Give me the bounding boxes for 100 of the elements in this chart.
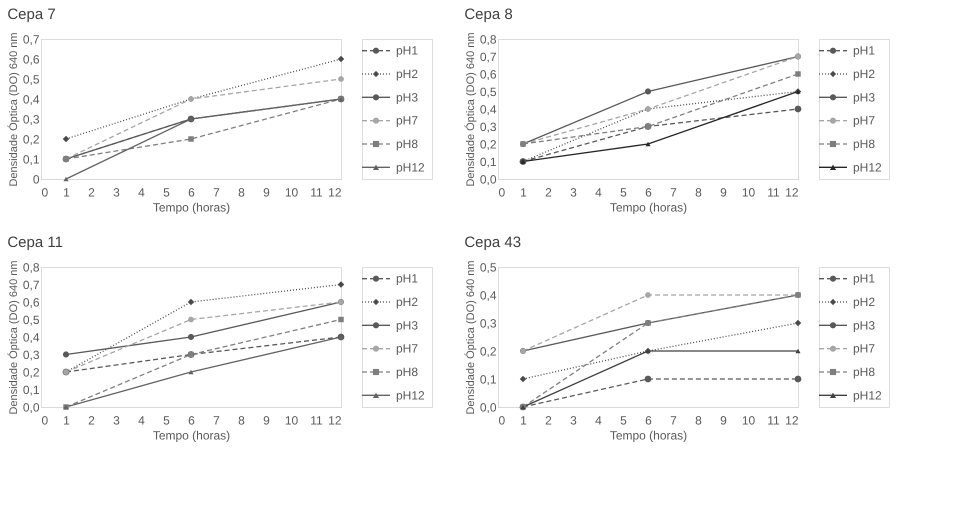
- x-tick-label: 7: [670, 414, 678, 428]
- x-tick-label: 2: [545, 186, 552, 200]
- legend-label: pH3: [853, 318, 876, 332]
- x-tick-label: 9: [263, 186, 270, 200]
- x-tick-label: 11: [310, 414, 324, 428]
- x-tick-label: 8: [238, 186, 246, 200]
- x-tick-label: 11: [767, 414, 780, 428]
- x-tick-label: 12: [328, 414, 342, 428]
- x-tick-label: 3: [570, 414, 578, 428]
- x-tick-label: 0: [42, 186, 48, 200]
- y-tick-label: 0,8: [22, 260, 40, 274]
- x-tick-label: 12: [785, 186, 799, 200]
- x-tick-label: 6: [188, 186, 196, 200]
- y-tick-label: 0,0: [480, 400, 497, 414]
- y-tick-label: 0,7: [22, 32, 40, 46]
- x-axis-title: Tempo (horas): [152, 428, 230, 442]
- x-tick-label: 12: [328, 186, 342, 200]
- y-tick-label: 0,1: [22, 152, 40, 166]
- y-axis-title: Densidade Óptica (DO) 640 nm: [464, 32, 477, 187]
- x-tick-label: 4: [138, 186, 146, 200]
- legend-label: pH12: [853, 160, 882, 174]
- x-tick-label: 1: [63, 414, 70, 428]
- x-tick-label: 10: [742, 186, 756, 200]
- y-tick-label: 0,5: [480, 85, 497, 99]
- x-axis-title: Tempo (horas): [152, 200, 230, 214]
- x-tick-label: 10: [284, 186, 298, 200]
- legend-label: pH8: [396, 365, 418, 379]
- y-tick-label: 0,6: [22, 296, 40, 310]
- legend-label: pH1: [853, 44, 876, 58]
- legend-label: pH7: [853, 114, 876, 128]
- x-tick-label: 6: [188, 414, 196, 428]
- y-tick-label: 0,3: [22, 348, 40, 362]
- legend-label: pH12: [853, 388, 882, 402]
- x-tick-label: 1: [63, 186, 70, 200]
- x-axis-title: Tempo (horas): [610, 428, 688, 442]
- y-tick-label: 0,4: [480, 288, 497, 302]
- chart-title: Cepa 43: [464, 234, 522, 251]
- x-tick-label: 0: [498, 414, 506, 428]
- y-tick-label: 0,1: [480, 155, 497, 169]
- x-tick-label: 4: [595, 414, 602, 428]
- x-tick-label: 1: [520, 414, 528, 428]
- legend-label: pH8: [853, 137, 876, 151]
- y-tick-label: 0,5: [22, 72, 40, 86]
- x-tick-label: 9: [263, 414, 270, 428]
- y-tick-label: 0,1: [22, 383, 40, 397]
- y-tick-label: 0,4: [22, 92, 40, 106]
- y-tick-label: 0,3: [480, 120, 497, 134]
- legend-label: pH12: [396, 388, 426, 402]
- x-tick-label: 6: [645, 414, 652, 428]
- y-tick-label: 0,2: [22, 132, 40, 146]
- legend-label: pH1: [396, 272, 418, 286]
- y-tick-label: 0,4: [22, 330, 40, 344]
- legend-label: pH7: [396, 114, 418, 128]
- chart-title: Cepa 7: [7, 6, 56, 23]
- legend-label: pH2: [853, 67, 876, 81]
- x-tick-label: 8: [695, 414, 702, 428]
- x-tick-label: 5: [163, 414, 170, 428]
- x-tick-label: 7: [213, 186, 220, 200]
- y-tick-label: 0,6: [22, 52, 40, 66]
- chart-title: Cepa 11: [7, 234, 63, 251]
- x-axis-title: Tempo (horas): [610, 200, 688, 214]
- x-tick-label: 11: [767, 186, 780, 200]
- x-tick-label: 5: [620, 414, 628, 428]
- x-tick-label: 5: [163, 186, 170, 200]
- x-tick-label: 2: [88, 414, 96, 428]
- x-tick-label: 10: [742, 414, 756, 428]
- x-tick-label: 10: [284, 414, 298, 428]
- x-tick-label: 1: [520, 186, 528, 200]
- y-tick-label: 0: [32, 172, 40, 186]
- x-tick-label: 3: [113, 414, 120, 428]
- x-tick-label: 3: [570, 186, 578, 200]
- y-axis-title: Densidade Óptica (DO) 640 nm: [6, 260, 20, 415]
- legend-label: pH3: [853, 90, 876, 104]
- legend-label: pH3: [396, 318, 418, 332]
- x-tick-label: 12: [785, 414, 799, 428]
- x-tick-label: 0: [498, 186, 506, 200]
- x-tick-label: 8: [695, 186, 702, 200]
- x-tick-label: 7: [670, 186, 678, 200]
- y-tick-label: 0,8: [480, 32, 497, 46]
- y-tick-label: 0,7: [480, 50, 497, 64]
- y-tick-label: 0,1: [480, 372, 497, 386]
- legend-label: pH8: [853, 365, 876, 379]
- legend-label: pH1: [396, 44, 418, 58]
- legend-label: pH2: [396, 67, 418, 81]
- x-tick-label: 2: [545, 414, 552, 428]
- legend-label: pH2: [396, 295, 418, 309]
- legend-label: pH3: [396, 90, 418, 104]
- y-axis-title: Densidade Óptica (DO) 640 nm: [6, 32, 20, 187]
- legend-label: pH7: [396, 342, 418, 356]
- x-tick-label: 4: [138, 414, 146, 428]
- y-tick-label: 0,0: [22, 400, 40, 414]
- y-tick-label: 0,6: [480, 68, 497, 82]
- y-tick-label: 0,0: [480, 172, 497, 186]
- chart-title: Cepa 8: [464, 6, 513, 23]
- y-tick-label: 0,2: [480, 138, 497, 152]
- y-tick-label: 0,5: [480, 260, 497, 274]
- y-axis-title: Densidade Óptica (DO) 640 nm: [464, 260, 477, 415]
- y-tick-label: 0,7: [22, 278, 40, 292]
- y-tick-label: 0,5: [22, 313, 40, 327]
- x-tick-label: 2: [88, 186, 96, 200]
